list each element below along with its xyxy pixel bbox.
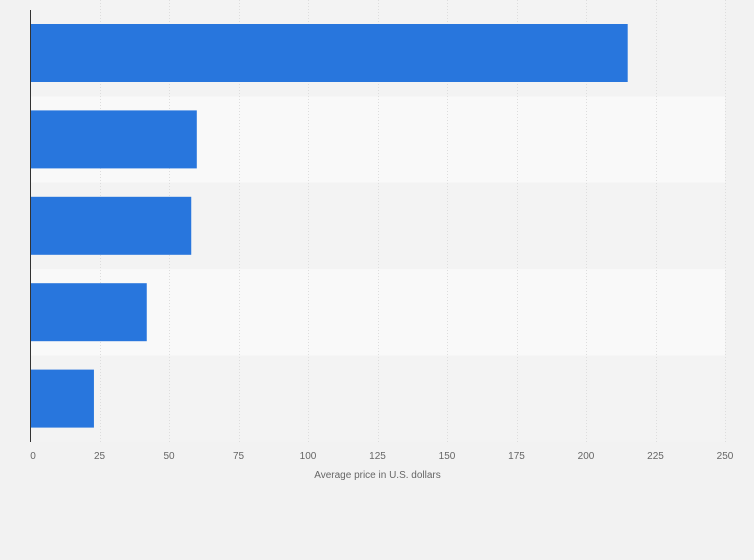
x-tick-label: 225 <box>647 451 664 462</box>
x-tick-label: 125 <box>369 451 386 462</box>
bar <box>30 110 197 169</box>
row-bands <box>30 0 725 442</box>
bar <box>30 196 192 255</box>
x-axis-title: Average price in U.S. dollars <box>314 470 441 481</box>
x-axis-ticks: 0 25 50 75 100 125 150 175 200 225 250 <box>30 451 734 462</box>
x-tick-label: 0 <box>30 451 36 462</box>
x-tick-label: 250 <box>717 451 734 462</box>
bar <box>30 283 147 342</box>
x-tick-label: 75 <box>233 451 245 462</box>
x-tick-label: 175 <box>508 451 525 462</box>
bar <box>30 24 628 82</box>
x-tick-label: 100 <box>300 451 317 462</box>
x-tick-label: 50 <box>163 451 175 462</box>
bars <box>30 24 628 428</box>
row-band <box>30 355 725 442</box>
x-tick-label: 150 <box>439 451 456 462</box>
x-tick-label: 25 <box>94 451 106 462</box>
bar <box>30 369 94 428</box>
x-tick-label: 200 <box>578 451 595 462</box>
